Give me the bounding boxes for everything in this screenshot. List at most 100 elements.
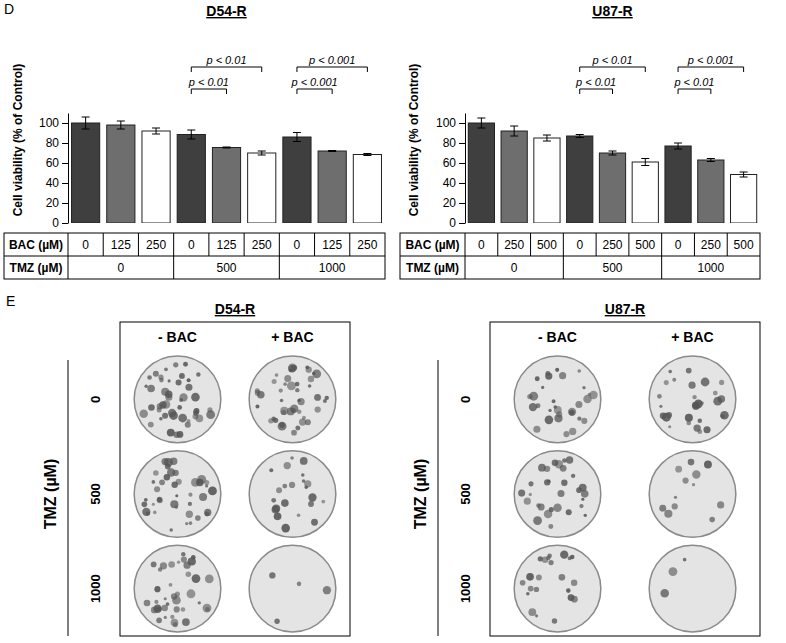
colony [325, 396, 329, 400]
significance-bracket: p < 0.01 [191, 54, 261, 72]
colony [257, 391, 265, 399]
colony [188, 557, 196, 565]
tick: 20 [443, 196, 465, 210]
colony [529, 403, 537, 411]
tick: 0 [449, 216, 465, 230]
error-bar [117, 121, 125, 129]
table-rule [68, 233, 69, 279]
colony [559, 574, 566, 581]
tick: 100 [39, 116, 68, 130]
colony [579, 504, 583, 508]
row-title: TMZ (µM) [42, 459, 59, 530]
colony [581, 418, 587, 424]
x-tick-label: 125 [322, 238, 342, 252]
error-bar-cap [674, 143, 682, 144]
tick-label: 40 [443, 176, 457, 190]
colony [199, 493, 207, 501]
colony [174, 606, 180, 612]
colony [147, 375, 152, 380]
colony [187, 378, 191, 382]
colony [536, 575, 542, 581]
table-rule [661, 233, 662, 256]
colony [528, 608, 536, 616]
colony [544, 479, 550, 485]
tick-mark [62, 163, 68, 164]
panel-title: D54-R [215, 301, 255, 317]
bracket-label: p < 0.001 [687, 54, 734, 66]
x-tick-label: 500 [734, 238, 754, 252]
colony [554, 406, 562, 414]
colony [274, 619, 279, 624]
table-rule [349, 233, 350, 256]
colony [547, 553, 552, 558]
colony [284, 462, 291, 469]
significance-bracket: p < 0.01 [580, 54, 646, 72]
x-tick-label: 250 [701, 238, 721, 252]
y-axis-title: Cell viability (% of Control) [407, 64, 421, 217]
colony [305, 486, 308, 489]
colony [170, 500, 178, 508]
row-title-rule [438, 360, 439, 636]
panel-label: D [4, 1, 14, 17]
colony [183, 362, 188, 367]
plate-dish [649, 451, 736, 538]
colony [182, 618, 190, 626]
colony [164, 367, 168, 371]
colony [173, 362, 178, 367]
colony [664, 380, 669, 385]
colony [168, 561, 175, 568]
bracket-label: p < 0.01 [591, 54, 632, 66]
colony [562, 458, 566, 462]
colony [659, 505, 666, 512]
error-bar-cap [707, 161, 715, 162]
colony [151, 606, 158, 613]
colony [268, 418, 273, 423]
tick: 20 [46, 196, 68, 210]
table-row-label: TMZ (µM) [10, 261, 63, 275]
colony [169, 528, 172, 531]
table-rule [173, 233, 174, 256]
error-bar [363, 154, 371, 156]
error-bar-stem [191, 130, 192, 139]
colony [272, 505, 280, 513]
colony [536, 503, 541, 508]
colony [188, 502, 192, 506]
colony [169, 583, 173, 587]
colony [323, 586, 331, 594]
chart: U87-R020406080100Cell viability (% of Co… [400, 3, 760, 279]
axis-line [465, 114, 466, 224]
colony [528, 586, 534, 592]
tick-label: 0 [449, 216, 456, 230]
colony [178, 414, 187, 423]
error-bar [510, 126, 518, 136]
plate-dish [249, 545, 336, 632]
table-rule [208, 233, 209, 256]
x-tick-label: 250 [504, 238, 524, 252]
tick-label: 80 [443, 136, 457, 150]
colony [704, 461, 712, 469]
chart-title: D54-R [206, 3, 246, 19]
colony [719, 380, 724, 385]
colony [148, 422, 154, 428]
error-bar-cap [477, 128, 485, 129]
chart-title: U87-R [592, 3, 632, 19]
plate [249, 545, 336, 632]
x-table: BAC (µM)TMZ (µM)012525001252500125250050… [4, 233, 385, 279]
colony [520, 580, 526, 586]
colony [298, 398, 305, 405]
colony [662, 413, 671, 422]
plate-dish [649, 356, 736, 443]
tick: 0 [52, 216, 68, 230]
significance-bracket: p < 0.01 [575, 76, 616, 94]
tick-mark [62, 143, 68, 144]
tick-label: 80 [46, 136, 60, 150]
table-rule [138, 233, 139, 256]
error-bar-cap [477, 118, 485, 119]
bracket-line [678, 67, 744, 72]
colony [538, 556, 543, 561]
colony [308, 501, 314, 507]
group-label: 500 [602, 261, 622, 275]
tick: 100 [436, 116, 465, 130]
bracket-line [297, 89, 332, 94]
error-bar-cap [543, 135, 551, 136]
